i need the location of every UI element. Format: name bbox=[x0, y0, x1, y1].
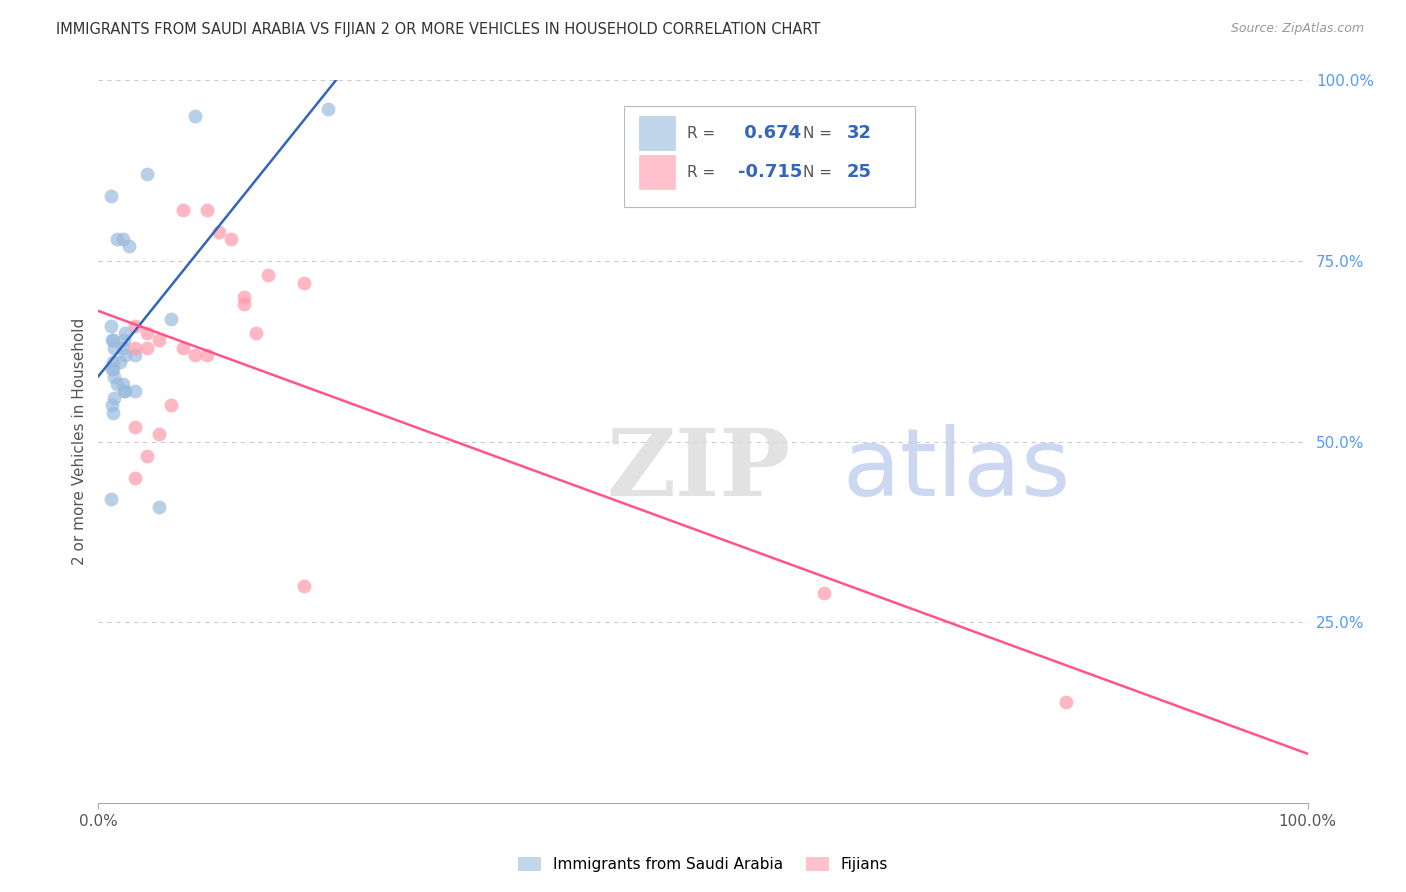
Point bbox=[1054, 695, 1077, 709]
Point bbox=[160, 311, 183, 326]
Point bbox=[124, 341, 146, 355]
Point bbox=[195, 348, 218, 362]
Point bbox=[148, 500, 170, 514]
Point bbox=[172, 341, 194, 355]
Point bbox=[118, 239, 141, 253]
Point bbox=[135, 326, 157, 340]
Text: N =: N = bbox=[803, 126, 832, 141]
Point bbox=[112, 384, 135, 398]
Point bbox=[256, 268, 278, 283]
Text: atlas: atlas bbox=[842, 425, 1070, 516]
Point bbox=[221, 232, 243, 246]
Point bbox=[184, 110, 207, 124]
Point bbox=[148, 334, 170, 348]
Point bbox=[124, 470, 146, 484]
Text: N =: N = bbox=[803, 164, 832, 179]
Point bbox=[105, 376, 128, 391]
Point bbox=[124, 420, 146, 434]
Point bbox=[208, 225, 231, 239]
Point bbox=[172, 203, 194, 218]
Text: R =: R = bbox=[688, 164, 716, 179]
Point bbox=[124, 348, 146, 362]
Point bbox=[160, 398, 183, 412]
Text: 0.674: 0.674 bbox=[738, 124, 801, 142]
Point bbox=[124, 384, 146, 398]
Point bbox=[195, 203, 218, 218]
Point bbox=[111, 376, 134, 391]
Point bbox=[232, 297, 254, 311]
Point bbox=[100, 318, 122, 333]
Point bbox=[108, 355, 131, 369]
Point bbox=[232, 290, 254, 304]
Text: 25: 25 bbox=[846, 163, 872, 181]
Point bbox=[124, 318, 146, 333]
Point bbox=[103, 391, 125, 405]
Point bbox=[148, 427, 170, 442]
Point bbox=[103, 341, 125, 355]
Point bbox=[101, 406, 124, 420]
Point bbox=[245, 326, 267, 340]
Text: -0.715: -0.715 bbox=[738, 163, 803, 181]
Point bbox=[103, 369, 125, 384]
Text: R =: R = bbox=[688, 126, 716, 141]
Point bbox=[100, 398, 122, 412]
Point bbox=[292, 579, 315, 593]
Point bbox=[101, 355, 124, 369]
Point bbox=[111, 232, 134, 246]
Bar bbox=[638, 154, 675, 189]
Point bbox=[316, 102, 339, 116]
Point bbox=[101, 334, 124, 348]
Text: 32: 32 bbox=[846, 124, 872, 142]
Point bbox=[105, 232, 128, 246]
Point bbox=[135, 449, 157, 463]
Point bbox=[111, 341, 134, 355]
Point bbox=[112, 334, 135, 348]
Point bbox=[184, 348, 207, 362]
Text: IMMIGRANTS FROM SAUDI ARABIA VS FIJIAN 2 OR MORE VEHICLES IN HOUSEHOLD CORRELATI: IMMIGRANTS FROM SAUDI ARABIA VS FIJIAN 2… bbox=[56, 22, 821, 37]
Point bbox=[100, 492, 122, 507]
Point bbox=[100, 189, 122, 203]
Point bbox=[100, 334, 122, 348]
Point bbox=[292, 276, 315, 290]
Point bbox=[114, 326, 136, 340]
Point bbox=[114, 348, 136, 362]
Point bbox=[135, 341, 157, 355]
Legend: Immigrants from Saudi Arabia, Fijians: Immigrants from Saudi Arabia, Fijians bbox=[510, 849, 896, 880]
Text: Source: ZipAtlas.com: Source: ZipAtlas.com bbox=[1230, 22, 1364, 36]
Y-axis label: 2 or more Vehicles in Household: 2 or more Vehicles in Household bbox=[72, 318, 87, 566]
Point bbox=[135, 167, 157, 181]
Bar bbox=[638, 116, 675, 151]
Text: ZIP: ZIP bbox=[606, 425, 790, 516]
Point bbox=[813, 586, 835, 600]
Point bbox=[100, 362, 122, 376]
Point bbox=[114, 384, 136, 398]
FancyBboxPatch shape bbox=[624, 105, 915, 207]
Point bbox=[101, 362, 124, 376]
